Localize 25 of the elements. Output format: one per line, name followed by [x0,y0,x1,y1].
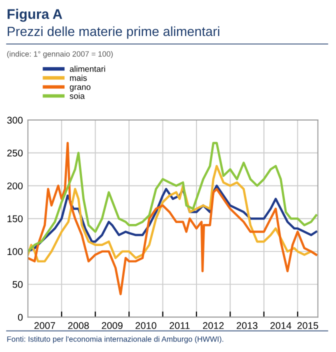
chart-title: Figura A [8,8,62,22]
y-tick-label: 100 [8,248,23,256]
x-tick-label: 2011 [170,322,190,330]
y-tick-label: 250 [7,150,23,157]
x-tick-label: 2014 [270,322,292,330]
chart-subtitle: Prezzi delle materie prime alimentari [8,26,220,39]
y-tick-label: 150 [8,215,23,222]
line-series [28,142,318,253]
line-series [28,184,318,253]
x-tick-label: 2015 [297,322,318,330]
line-series [28,142,318,296]
x-tick-label: 2009 [102,322,123,330]
y-tick-label: 0 [18,314,23,321]
x-tick-label: 2012 [203,322,224,330]
y-tick-label: 200 [7,182,23,190]
x-tick-label: 2008 [68,322,89,330]
legend-label: alimentari [70,66,106,72]
x-tick-label: 2013 [236,322,258,330]
y-tick-label: 300 [7,116,23,124]
legend-label: grano [70,85,90,92]
x-tick-label: 2007 [34,322,56,330]
legend-label: soia [70,92,85,99]
legend-label: mais [70,74,87,81]
y-tick-label: 50 [12,281,23,288]
x-tick-label: 2010 [136,322,156,330]
